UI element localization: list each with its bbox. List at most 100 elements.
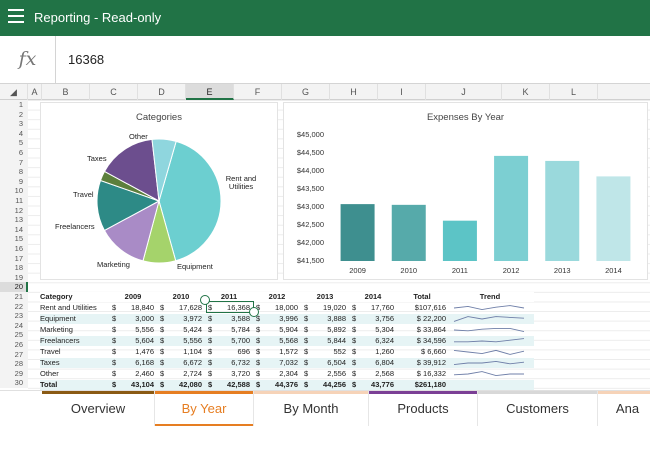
value-cell[interactable]: $6,324 <box>350 336 396 346</box>
column-header-d[interactable]: D <box>138 84 186 100</box>
total-cell[interactable]: $ 22,200 <box>416 314 446 323</box>
column-header-e[interactable]: E <box>186 84 234 100</box>
value-cell[interactable]: $5,556 <box>110 325 156 335</box>
row-header-20[interactable]: 20 <box>0 282 28 292</box>
row-header-30[interactable]: 30 <box>0 378 28 388</box>
selected-cell[interactable] <box>206 301 254 313</box>
value-cell[interactable]: $552 <box>302 347 348 357</box>
category-cell[interactable]: Equipment <box>40 314 76 323</box>
value-cell[interactable]: $16,368 <box>206 303 252 313</box>
value-cell[interactable]: $44,376 <box>254 380 300 390</box>
row-header-16[interactable]: 16 <box>0 244 28 254</box>
hamburger-menu-icon[interactable] <box>8 9 24 27</box>
sheet-tab-overview[interactable]: Overview <box>42 391 155 427</box>
value-cell[interactable]: $5,568 <box>254 336 300 346</box>
table-header-cell[interactable]: Total <box>413 292 431 301</box>
value-cell[interactable]: $42,080 <box>158 380 204 390</box>
row-header-7[interactable]: 7 <box>0 157 28 168</box>
sheet-tab-customers[interactable]: Customers <box>478 391 598 427</box>
bar-2010[interactable] <box>391 204 426 261</box>
category-cell[interactable]: Taxes <box>40 358 60 367</box>
bar-2009[interactable] <box>340 204 375 261</box>
value-cell[interactable]: $7,032 <box>254 358 300 368</box>
column-header-i[interactable]: I <box>378 84 426 100</box>
row-header-17[interactable]: 17 <box>0 253 28 264</box>
row-header-10[interactable]: 10 <box>0 186 28 196</box>
row-header-13[interactable]: 13 <box>0 215 28 225</box>
sheet-tab-by-month[interactable]: By Month <box>254 391 369 427</box>
value-cell[interactable]: $5,784 <box>206 325 252 335</box>
bar-2012[interactable] <box>494 155 529 261</box>
value-cell[interactable]: $3,996 <box>254 314 300 324</box>
row-header-27[interactable]: 27 <box>0 349 28 360</box>
table-header-cell[interactable]: 2009 <box>124 292 142 301</box>
column-header-l[interactable]: L <box>550 84 598 100</box>
value-cell[interactable]: $6,672 <box>158 358 204 368</box>
value-cell[interactable]: $6,504 <box>302 358 348 368</box>
select-all-corner[interactable]: ◢ <box>0 84 28 100</box>
category-cell[interactable]: Rent and Utilities <box>40 303 97 312</box>
value-cell[interactable]: $3,756 <box>350 314 396 324</box>
value-cell[interactable]: $5,700 <box>206 336 252 346</box>
row-header-6[interactable]: 6 <box>0 148 28 158</box>
category-cell[interactable]: Total <box>40 380 58 389</box>
row-header-12[interactable]: 12 <box>0 205 28 216</box>
row-header-18[interactable]: 18 <box>0 263 28 273</box>
pie-slice-taxes[interactable] <box>103 138 160 202</box>
value-cell[interactable]: $3,972 <box>158 314 204 324</box>
total-cell[interactable]: $ 34,596 <box>416 336 446 345</box>
value-cell[interactable]: $18,840 <box>110 303 156 313</box>
table-header-cell[interactable]: 2010 <box>172 292 190 301</box>
category-cell[interactable]: Marketing <box>40 325 73 334</box>
row-header-11[interactable]: 11 <box>0 196 28 206</box>
bar-2014[interactable] <box>596 176 631 261</box>
row-header-8[interactable]: 8 <box>0 167 28 177</box>
table-header-cell[interactable]: 2011 <box>220 292 238 301</box>
total-cell[interactable]: $107,616 <box>414 303 446 312</box>
column-header-f[interactable]: F <box>234 84 282 100</box>
category-cell[interactable]: Freelancers <box>40 336 80 345</box>
value-cell[interactable]: $5,604 <box>110 336 156 346</box>
row-header-4[interactable]: 4 <box>0 128 28 139</box>
value-cell[interactable]: $17,628 <box>158 303 204 313</box>
sheet-tab-products[interactable]: Products <box>369 391 478 427</box>
row-header-21[interactable]: 21 <box>0 292 28 302</box>
row-header-19[interactable]: 19 <box>0 272 28 283</box>
value-cell[interactable]: $1,476 <box>110 347 156 357</box>
function-icon[interactable]: fx <box>0 36 56 84</box>
value-cell[interactable]: $18,000 <box>254 303 300 313</box>
table-header-cell[interactable]: 2012 <box>268 292 286 301</box>
value-cell[interactable]: $3,720 <box>206 369 252 379</box>
value-cell[interactable]: $43,104 <box>110 380 156 390</box>
value-cell[interactable]: $42,588 <box>206 380 252 390</box>
value-cell[interactable]: $3,588 <box>206 314 252 324</box>
value-cell[interactable]: $1,572 <box>254 347 300 357</box>
value-cell[interactable]: $6,168 <box>110 358 156 368</box>
row-header-5[interactable]: 5 <box>0 138 28 148</box>
row-header-25[interactable]: 25 <box>0 330 28 340</box>
column-header-a[interactable]: A <box>28 84 42 100</box>
column-header-j[interactable]: J <box>426 84 502 100</box>
table-header-cell[interactable]: 2013 <box>316 292 334 301</box>
row-header-14[interactable]: 14 <box>0 224 28 235</box>
row-header-2[interactable]: 2 <box>0 109 28 120</box>
category-cell[interactable]: Travel <box>40 347 61 356</box>
pie-slice-rent-and-utilities[interactable] <box>158 140 222 262</box>
value-cell[interactable]: $5,556 <box>158 336 204 346</box>
column-header-k[interactable]: K <box>502 84 550 100</box>
table-header-cell[interactable]: Category <box>40 292 73 301</box>
value-cell[interactable]: $2,460 <box>110 369 156 379</box>
value-cell[interactable]: $2,568 <box>350 369 396 379</box>
row-header-29[interactable]: 29 <box>0 368 28 379</box>
category-cell[interactable]: Other <box>40 369 59 378</box>
value-cell[interactable]: $6,804 <box>350 358 396 368</box>
total-cell[interactable]: $ 39,912 <box>416 358 446 367</box>
total-cell[interactable]: $ 16,332 <box>416 369 446 378</box>
pie-slice-other[interactable] <box>151 138 177 202</box>
value-cell[interactable]: $1,104 <box>158 347 204 357</box>
value-cell[interactable]: $5,424 <box>158 325 204 335</box>
value-cell[interactable]: $17,760 <box>350 303 396 313</box>
row-header-22[interactable]: 22 <box>0 301 28 312</box>
sheet-tab-by-year[interactable]: By Year <box>155 391 254 427</box>
